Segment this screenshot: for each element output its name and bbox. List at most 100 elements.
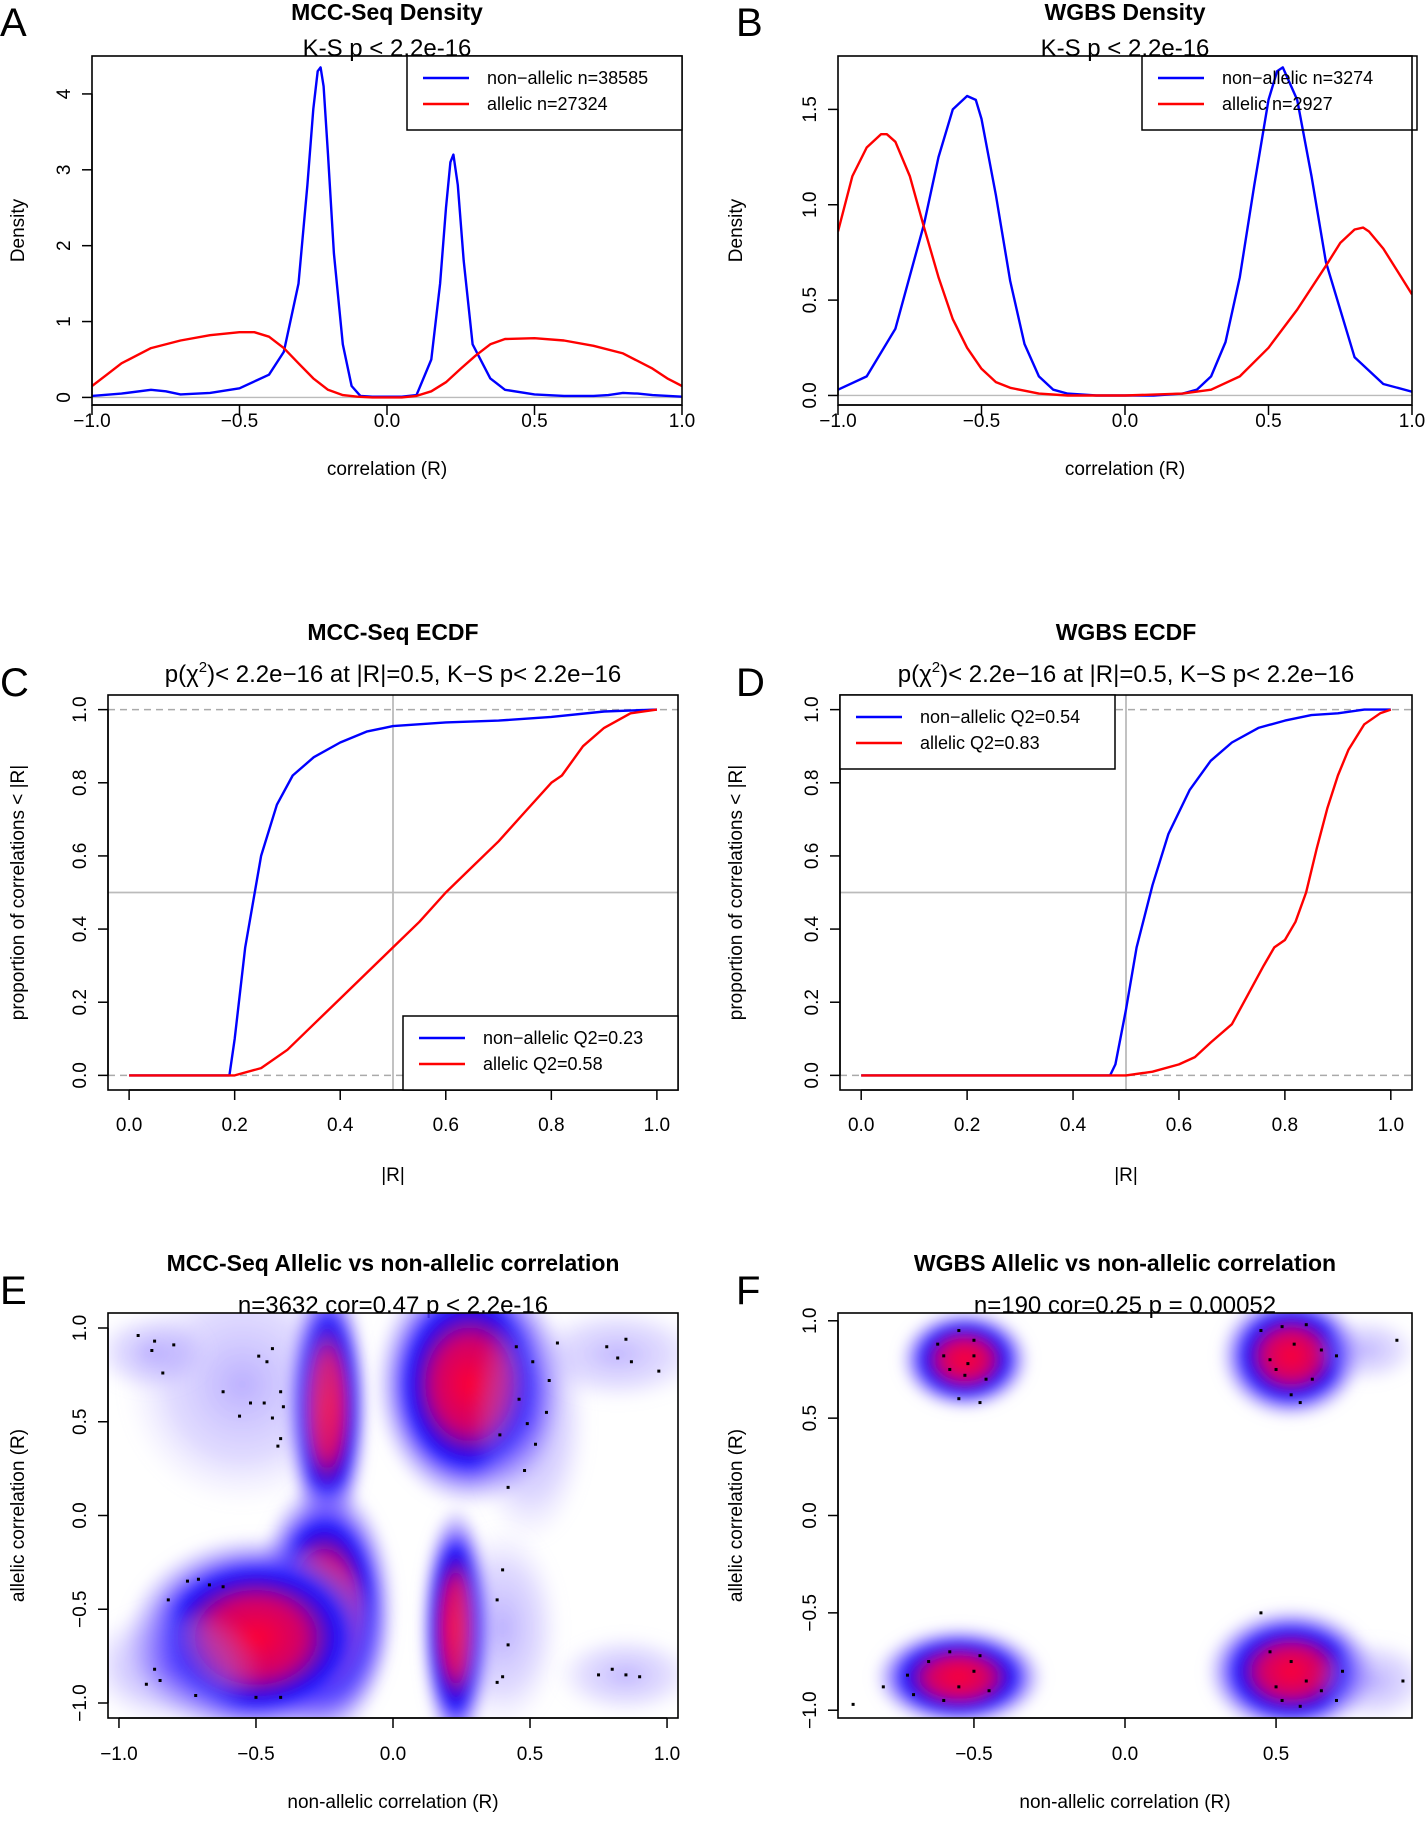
y-axis-label: allelic correlation (R) <box>726 1429 747 1602</box>
legend-label: non−allelic Q2=0.23 <box>483 1028 643 1048</box>
scatter-point <box>972 1669 976 1673</box>
scatter-point <box>544 1410 548 1414</box>
chart-title: MCC-Seq Allelic vs non-allelic correlati… <box>167 1250 620 1276</box>
scatter-point <box>153 1667 157 1671</box>
panel-F: F WGBS Allelic vs non-allelic correlation… <box>726 1250 1413 1813</box>
y-tick-label: 0.6 <box>802 843 823 869</box>
scatter-point <box>221 1390 225 1394</box>
x-tick-label: 0.0 <box>1112 1744 1138 1765</box>
chart-title: WGBS ECDF <box>1056 619 1197 645</box>
panel-letter: E <box>0 1269 27 1313</box>
x-tick-label: 0.6 <box>1166 1115 1192 1136</box>
scatter-point <box>172 1343 176 1347</box>
y-tick-label: 0.4 <box>802 915 823 942</box>
x-tick-label: −0.5 <box>963 411 1001 432</box>
scatter-point <box>942 1698 946 1702</box>
scatter-point <box>978 1401 982 1405</box>
scatter-point <box>616 1356 620 1360</box>
legend-label: non−allelic Q2=0.54 <box>920 707 1080 727</box>
y-tick-label: 1 <box>54 316 75 327</box>
y-tick-label: 0.8 <box>802 770 823 796</box>
scatter-point <box>279 1437 283 1441</box>
x-axis-label: |R| <box>381 1165 405 1186</box>
density-cluster <box>442 1524 563 1718</box>
scatter-point <box>281 1405 285 1409</box>
x-tick-label: 0.2 <box>954 1115 980 1136</box>
y-tick-label: −0.5 <box>800 1594 821 1632</box>
series-line-allelic <box>92 331 682 399</box>
scatter-point <box>136 1334 140 1337</box>
x-tick-label: −1.0 <box>100 1744 138 1765</box>
scatter-point <box>629 1360 633 1364</box>
scatter-point <box>597 1673 601 1677</box>
scatter-point <box>495 1680 499 1684</box>
scatter-point <box>1274 1685 1278 1689</box>
scatter-point <box>249 1401 252 1405</box>
series-line-non-allelic <box>861 708 1391 1077</box>
x-tick-label: 0.0 <box>374 411 400 432</box>
x-tick-label: 0.4 <box>1060 1115 1087 1136</box>
legend-label: non−allelic n=3274 <box>1222 68 1373 88</box>
scatter-point <box>525 1422 529 1426</box>
legend-label: allelic Q2=0.83 <box>920 733 1040 753</box>
x-tick-label: 0.8 <box>1272 1115 1298 1136</box>
chart-subtitle: n=190 cor=0.25 p = 0.00052 <box>974 1292 1276 1319</box>
scatter-point <box>501 1675 505 1679</box>
y-tick-label: 0.4 <box>70 915 91 942</box>
scatter-point <box>987 1689 991 1693</box>
y-tick-label: 1.0 <box>802 696 823 722</box>
scatter-point <box>1280 1325 1284 1329</box>
legend-label: allelic Q2=0.58 <box>483 1054 603 1074</box>
scatter-point <box>1268 1358 1272 1362</box>
scatter-point <box>276 1444 280 1448</box>
scatter-point <box>514 1345 518 1349</box>
density-cluster <box>108 1603 265 1718</box>
legend: non−allelic Q2=0.23 allelic Q2=0.58 <box>402 1015 679 1091</box>
scatter-point <box>948 1367 952 1371</box>
scatter-point <box>1310 1377 1314 1381</box>
panel-D: D WGBS ECDF p(χ2)< 2.2e−16 at |R|=0.5, K−S… <box>726 619 1413 1186</box>
scatter-point <box>498 1433 502 1437</box>
scatter-point <box>1319 1689 1323 1693</box>
y-axis-label: proportion of correlations < |R| <box>8 765 29 1020</box>
x-tick-label: 0.2 <box>221 1115 247 1136</box>
scatter-point <box>517 1397 521 1401</box>
series-line-allelic <box>861 708 1392 1077</box>
x-tick-label: 1.0 <box>654 1744 680 1765</box>
scatter-point <box>270 1347 274 1351</box>
density-cluster <box>108 1313 213 1394</box>
scatter-point <box>1298 1704 1302 1708</box>
x-tick-label: 0.0 <box>380 1744 406 1765</box>
scatter-point <box>534 1442 537 1446</box>
y-tick-label: −1.0 <box>800 1691 821 1729</box>
scatter-point <box>265 1360 269 1364</box>
legend-box <box>402 1015 679 1091</box>
chart-title: WGBS Density <box>1044 0 1205 25</box>
legend-label: allelic n=27324 <box>487 94 608 114</box>
scatter-point <box>624 1337 628 1341</box>
y-tick-label: 0.2 <box>70 989 91 1015</box>
scatter-point <box>185 1579 189 1583</box>
subtitle-post: )< 2.2e−16 at |R|=0.5, K−S p< 2.2e−16 <box>207 661 621 688</box>
y-tick-label: 0.6 <box>70 843 91 869</box>
scatter-point <box>927 1660 931 1664</box>
scatter-point <box>158 1679 162 1682</box>
scatter-point <box>1280 1698 1284 1702</box>
scatter-point <box>506 1485 510 1489</box>
x-axis-label: non-allelic correlation (R) <box>287 1792 498 1813</box>
x-tick-label: 0.6 <box>433 1115 459 1136</box>
scatter-point <box>221 1585 225 1589</box>
panel-E: E MCC-Seq Allelic vs non-allelic correlat… <box>0 1250 680 1813</box>
legend: non−allelic n=38585 allelic n=27324 <box>406 55 683 131</box>
scatter-point <box>972 1338 976 1342</box>
panel-letter: A <box>0 1 27 45</box>
x-axis-label: non-allelic correlation (R) <box>1019 1792 1230 1813</box>
scatter-point <box>984 1377 988 1381</box>
y-tick-label: 1.0 <box>800 192 821 218</box>
y-tick-label: 0.0 <box>800 382 821 408</box>
scatter-point <box>1289 1393 1293 1397</box>
scatter-point <box>1274 1367 1278 1371</box>
scatter-point <box>279 1695 283 1699</box>
scatter-point <box>1395 1338 1399 1342</box>
